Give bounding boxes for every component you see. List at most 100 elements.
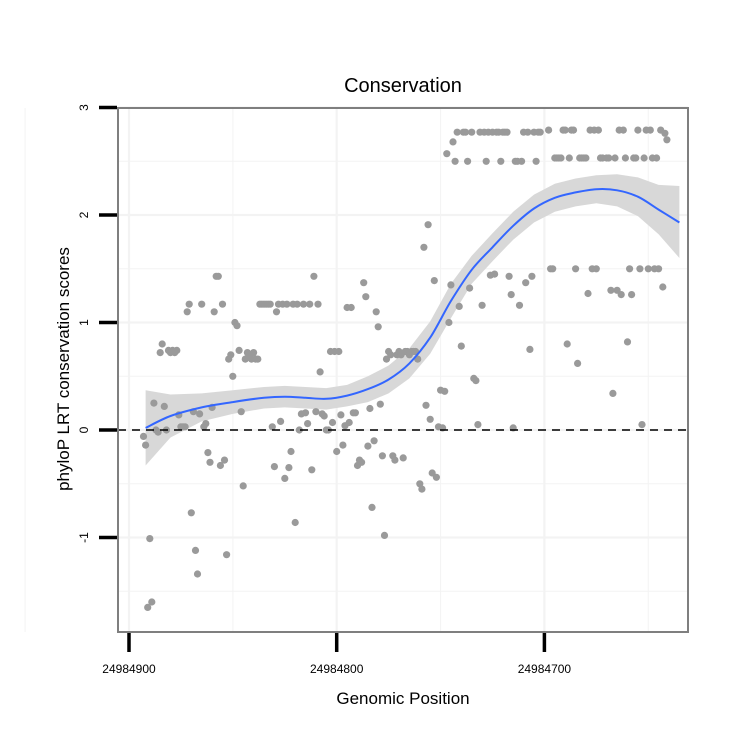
y-axis-label: phyloP LRT conservation scores xyxy=(54,247,73,491)
data-point xyxy=(374,323,382,331)
data-point xyxy=(337,411,345,419)
data-point xyxy=(391,456,399,464)
data-point xyxy=(281,474,289,482)
data-point xyxy=(640,154,648,162)
data-point xyxy=(351,409,359,417)
data-point xyxy=(173,346,181,354)
data-point xyxy=(441,387,449,395)
data-point xyxy=(659,283,667,291)
data-point xyxy=(628,291,636,299)
data-point xyxy=(468,128,476,136)
data-point xyxy=(572,265,580,273)
data-point xyxy=(569,126,578,134)
data-point xyxy=(227,351,235,359)
data-point xyxy=(557,154,565,162)
data-point xyxy=(183,308,191,316)
data-point xyxy=(362,293,370,301)
data-point xyxy=(283,300,291,308)
data-point xyxy=(366,404,374,413)
data-point xyxy=(347,303,355,312)
data-point xyxy=(422,401,430,409)
data-point xyxy=(545,126,553,134)
data-point xyxy=(584,289,592,298)
data-point xyxy=(193,570,202,578)
data-point xyxy=(663,136,671,144)
data-point xyxy=(314,300,322,308)
data-point xyxy=(632,154,640,162)
data-point xyxy=(277,417,285,425)
data-point xyxy=(638,421,646,429)
data-point xyxy=(378,452,386,460)
data-point xyxy=(565,154,573,162)
x-tick-label: 24984800 xyxy=(310,662,364,676)
data-point xyxy=(621,154,630,162)
data-point xyxy=(532,157,540,165)
plot-panel-border xyxy=(117,107,689,633)
data-point xyxy=(443,150,451,158)
data-point xyxy=(474,421,482,429)
data-point xyxy=(144,603,152,612)
smooth-line xyxy=(145,188,680,429)
data-point xyxy=(235,346,243,354)
data-point xyxy=(453,128,461,136)
data-point xyxy=(592,265,600,273)
data-point xyxy=(299,300,308,308)
y-tick-label: 3 xyxy=(77,104,91,111)
data-point xyxy=(328,418,337,427)
data-point xyxy=(636,265,644,273)
data-point xyxy=(607,286,615,294)
data-point xyxy=(466,284,474,292)
data-point xyxy=(549,265,557,273)
data-point xyxy=(634,126,642,134)
data-point xyxy=(154,428,162,436)
data-point xyxy=(287,447,295,456)
data-point xyxy=(306,300,314,308)
data-point xyxy=(491,270,499,278)
data-point xyxy=(387,351,395,359)
data-point xyxy=(461,128,470,136)
data-point xyxy=(561,126,569,134)
data-point xyxy=(655,265,663,273)
data-point xyxy=(611,154,619,162)
data-point xyxy=(268,423,276,431)
data-point xyxy=(335,347,343,356)
data-point xyxy=(505,272,513,280)
data-point xyxy=(399,454,407,462)
data-point xyxy=(617,291,625,299)
data-point xyxy=(418,485,426,493)
data-point xyxy=(156,349,164,357)
data-point xyxy=(214,272,222,280)
data-point xyxy=(150,399,158,407)
data-point xyxy=(368,503,376,511)
data-point xyxy=(447,281,455,289)
data-point xyxy=(445,318,453,327)
data-point xyxy=(210,308,218,316)
data-point xyxy=(339,441,347,449)
data-point xyxy=(376,400,384,408)
data-point xyxy=(605,154,613,162)
data-point xyxy=(646,126,654,134)
data-point xyxy=(310,272,318,280)
data-point xyxy=(563,340,571,348)
data-point xyxy=(430,277,438,285)
data-point xyxy=(198,300,206,308)
data-point xyxy=(254,355,262,363)
data-point xyxy=(293,300,301,308)
y-tick-label: 1 xyxy=(77,319,91,326)
data-point xyxy=(202,420,210,428)
data-point xyxy=(644,265,652,273)
data-point xyxy=(482,157,490,165)
data-point xyxy=(308,466,316,474)
data-point xyxy=(191,546,200,555)
data-point xyxy=(507,291,515,299)
data-point xyxy=(503,128,511,136)
data-point xyxy=(181,423,189,431)
data-point xyxy=(229,372,237,380)
data-point xyxy=(285,464,293,472)
points-layer xyxy=(139,126,671,612)
data-point xyxy=(206,458,214,466)
data-point xyxy=(653,154,661,162)
x-tick-label: 24984700 xyxy=(518,662,572,676)
x-tick-label: 24984900 xyxy=(102,662,156,676)
data-point xyxy=(304,420,312,428)
